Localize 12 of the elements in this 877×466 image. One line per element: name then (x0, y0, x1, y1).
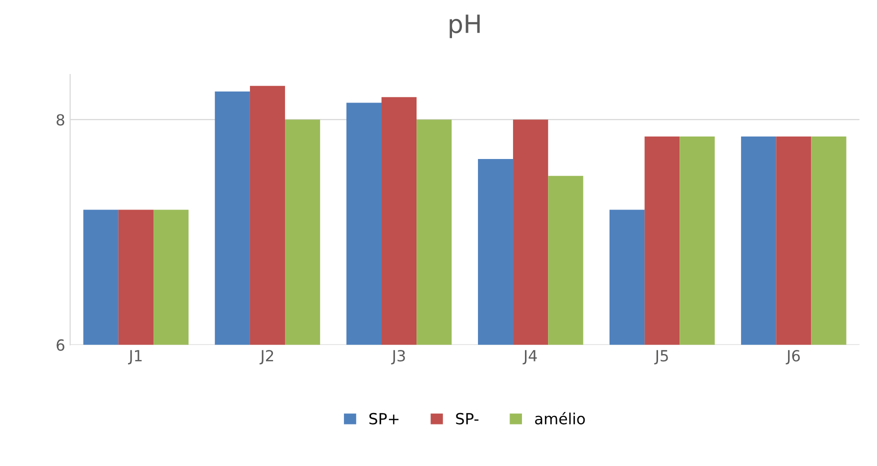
legend-label: SP+ (369, 412, 398, 424)
x-tick-label: J2 (260, 350, 274, 364)
legend-label: SP- (456, 412, 478, 424)
y-tick-label: 8 (56, 114, 64, 126)
x-tick-label: J5 (654, 350, 668, 364)
x-tick-label: J1 (128, 350, 142, 364)
x-tick-label: J6 (786, 350, 800, 364)
x-tick-label: J4 (522, 350, 537, 364)
legend-label: amélio (535, 412, 585, 424)
x-tick-label: J3 (391, 350, 405, 364)
y-tick-label: 6 (56, 339, 64, 351)
chart-title: pH (450, 14, 480, 38)
